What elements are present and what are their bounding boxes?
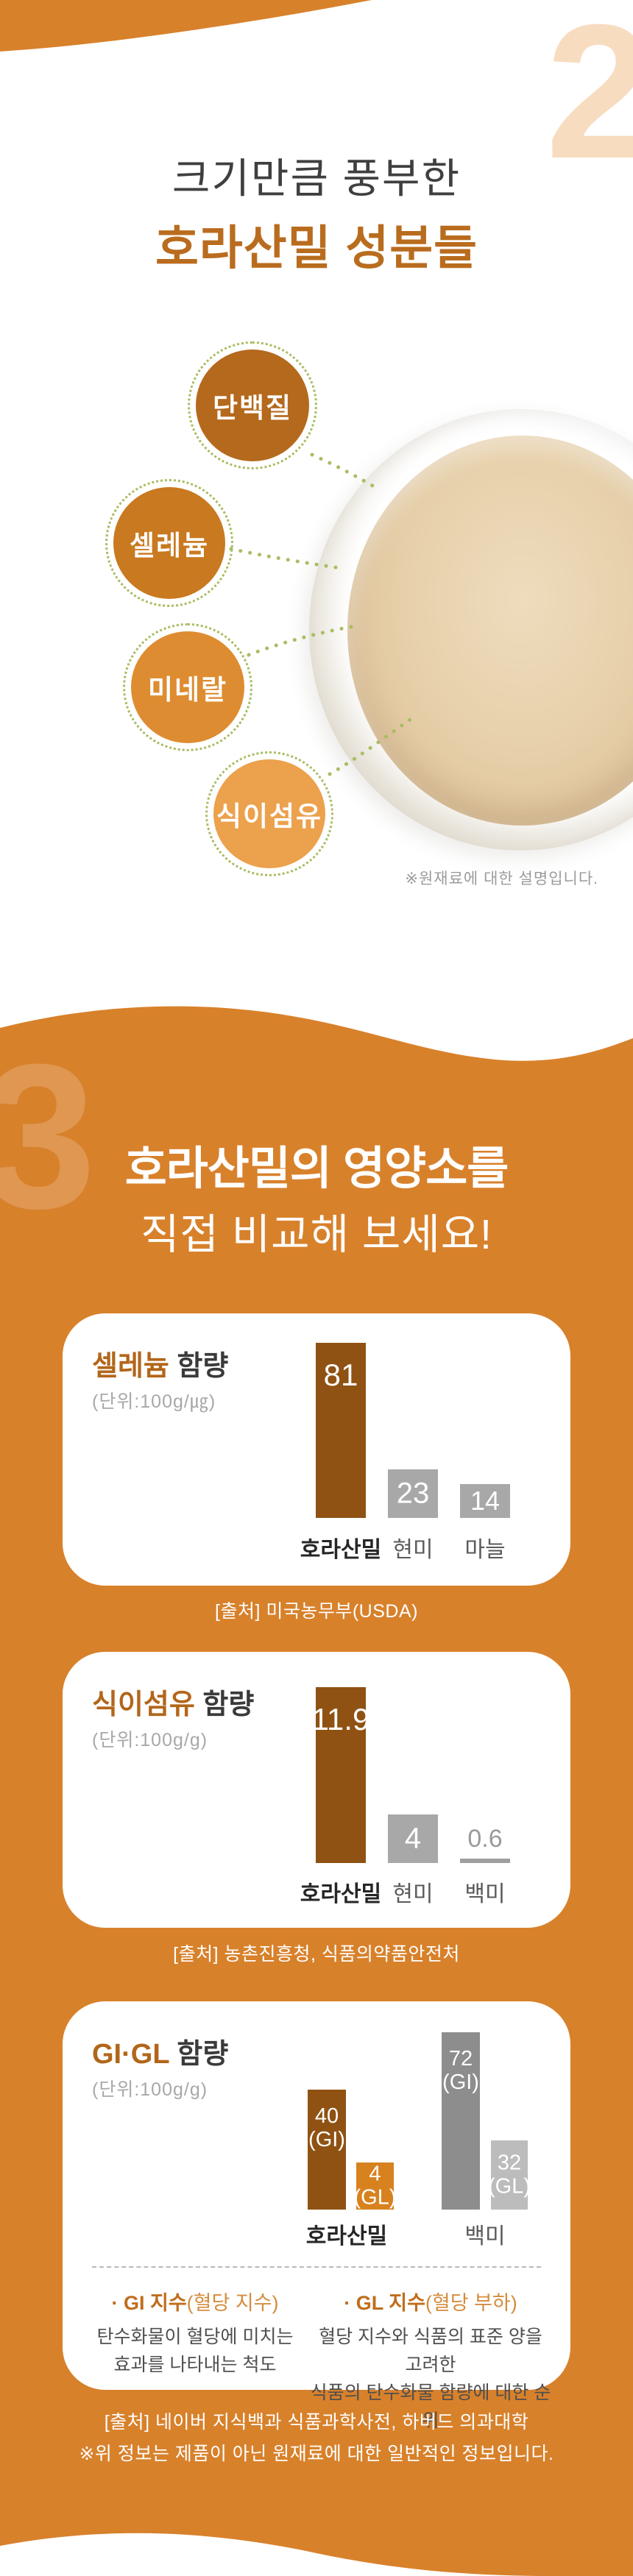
footer-source: [출처] 네이버 지식백과 식품과학사전, 하버드 의과대학 [104, 2412, 529, 2433]
bar-value: 72 (GI) [442, 2047, 479, 2095]
category-label: 백미 [464, 2224, 506, 2249]
section-number-watermark-2: 2 [545, 0, 633, 199]
bar-23: 23 [388, 1469, 438, 1518]
gi-index-description: · GI 지수(혈당 지수) 탄수화물이 혈당에 미치는 효과를 나타내는 척도 [81, 2287, 309, 2379]
bar-81: 81 [316, 1343, 366, 1518]
ingredient-label: 식이섬유 [213, 759, 325, 868]
bar-value: 4 (GL) [353, 2162, 397, 2210]
gl-index-text: 혈당 지수와 식품의 표준 양을 고려한 [319, 2327, 542, 2375]
bar-value: 11.9 [311, 1702, 370, 1736]
bar-value: 23 [396, 1477, 430, 1510]
category-label: 마늘 [464, 1538, 506, 1562]
category-label: 백미 [464, 1882, 506, 1906]
orange-section-top-wave [0, 1006, 633, 1063]
bottom-white-wave [0, 2533, 541, 2576]
bar-0.6: 0.6 [460, 1825, 510, 1863]
category-label: 호라산밀 [300, 1538, 382, 1562]
section3-title-line2: 직접 비교해 보세요! [140, 1211, 493, 1258]
bar-72(GI): 72 (GI) [442, 2032, 480, 2210]
raw-material-disclaimer: ※원재료에 대한 설명입니다. [405, 870, 598, 887]
bar-value: 40 (GI) [308, 2104, 345, 2152]
chart-title: GI·GL 함량 [92, 2039, 229, 2070]
flour-plate-photo [309, 409, 633, 851]
gl-index-description: · GL 지수(혈당 부하) 혈당 지수와 식품의 표준 양을 고려한 식품의 … [309, 2287, 552, 2435]
gi-index-text: 효과를 나타내는 척도 [113, 2355, 277, 2375]
chart-title: 식이섬유 함량 [92, 1689, 255, 1720]
bar-32(GL): 32 (GL) [488, 2140, 531, 2210]
bar-4(GL): 4 (GL) [354, 2162, 397, 2210]
ingredient-bubble-selenium: 셀레늄 [105, 479, 233, 607]
gi-gl-chart-card: GI·GL 함량 (단위:100g/g) 40 (GI) 4 (GL) 72 (GI) 32… [63, 2001, 570, 2431]
fiber-chart-card: 식이섬유 함량 (단위:100g/g) 11.9 4 0.6 호라산밀 현미 백미 [63, 1652, 570, 1928]
section2-title-line2: 호라산밀 성분들 [155, 221, 478, 274]
bar-value: 81 [323, 1358, 358, 1392]
gi-index-title: · GI 지수(혈당 지수) [111, 2292, 279, 2314]
selenium-chart-card: 셀레늄 함량 (단위:100g/㎍) 81 23 14 호라산밀 현미 마늘 [63, 1313, 570, 1586]
ingredient-label: 셀레늄 [113, 487, 225, 599]
khorasan-flour-powder [347, 436, 633, 826]
ingredient-bubble-mineral: 미네랄 [123, 623, 252, 751]
chart-unit-label: (단위:100g/㎍) [92, 1391, 216, 1412]
gi-index-text: 탄수화물이 혈당에 미치는 [96, 2327, 294, 2347]
source-rda-mfds: [출처] 농촌진흥청, 식품의약품안전처 [173, 1944, 460, 1965]
bar-40(GI): 40 (GI) [308, 2090, 346, 2210]
gi-gl-bar-chart: 40 (GI) 4 (GL) 72 (GI) 32 (GL) 호라산밀 백미 [63, 2001, 570, 2390]
category-label: 현미 [392, 1538, 434, 1562]
bar-14: 14 [460, 1484, 510, 1518]
bar-4: 4 [388, 1814, 438, 1863]
chart-title: 셀레늄 함량 [92, 1351, 229, 1382]
ingredient-label: 단백질 [196, 350, 309, 461]
category-label: 현미 [392, 1882, 434, 1906]
bar-value: 4 [404, 1822, 422, 1855]
gl-index-title: · GL 지수(혈당 부하) [344, 2292, 517, 2314]
footer-disclaimer: ※위 정보는 제품이 아닌 원재료에 대한 일반적인 정보입니다. [79, 2444, 554, 2464]
chart-unit-label: (단위:100g/g) [92, 1730, 208, 1750]
gl-index-text: 식품의 탄수화물 함량에 대한 순위 [310, 2382, 551, 2431]
ingredient-bubble-protein: 단백질 [188, 341, 317, 469]
top-left-wave-decoration [0, 0, 372, 52]
dashed-divider [92, 2266, 541, 2268]
bar-value: 0.6 [467, 1824, 503, 1853]
source-usda: [출처] 미국농무부(USDA) [215, 1601, 418, 1622]
section3-title-line1: 호라산밀의 영양소를 [124, 1143, 509, 1194]
section2-title-line1: 크기만큼 풍부한 [171, 155, 462, 202]
dotted-connector-lines [229, 453, 414, 776]
ingredient-label: 미네랄 [131, 631, 244, 743]
bar-value: 14 [470, 1485, 501, 1516]
selenium-bar-chart: 81 23 14 호라산밀 현미 마늘 [63, 1313, 570, 1586]
category-label: 호라산밀 [300, 1882, 382, 1906]
category-label: 호라산밀 [305, 2224, 388, 2249]
chart-unit-label: (단위:100g/g) [92, 2079, 208, 2100]
ingredient-bubble-dietary-fiber: 식이섬유 [205, 751, 333, 876]
bar-value: 32 (GL) [488, 2151, 531, 2199]
bar-11.9: 11.9 [312, 1687, 369, 1863]
fiber-bar-chart: 11.9 4 0.6 호라산밀 현미 백미 [63, 1652, 570, 1928]
section-number-watermark-3: 3 [0, 1022, 96, 1252]
